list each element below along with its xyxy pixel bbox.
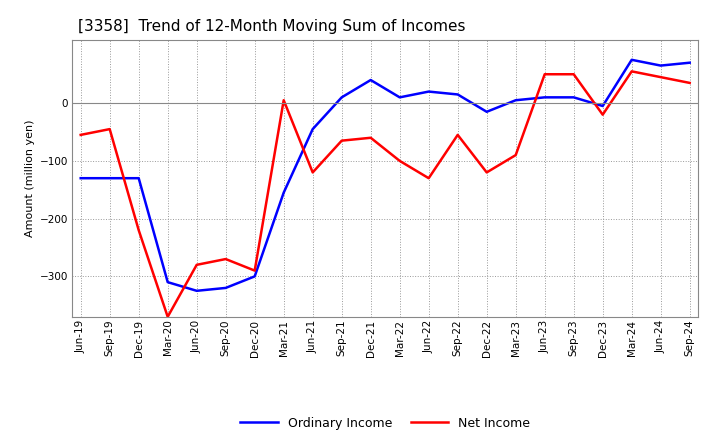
Net Income	[163, 314, 172, 319]
Net Income	[308, 170, 317, 175]
Ordinary Income	[657, 63, 665, 68]
Net Income	[598, 112, 607, 117]
Net Income	[511, 152, 520, 158]
Ordinary Income	[570, 95, 578, 100]
Ordinary Income	[366, 77, 375, 83]
Legend: Ordinary Income, Net Income: Ordinary Income, Net Income	[235, 412, 535, 435]
Ordinary Income	[482, 109, 491, 114]
Ordinary Income	[163, 279, 172, 285]
Net Income	[366, 135, 375, 140]
Ordinary Income	[395, 95, 404, 100]
Net Income	[338, 138, 346, 143]
Ordinary Income	[454, 92, 462, 97]
Ordinary Income	[511, 98, 520, 103]
Ordinary Income	[221, 285, 230, 290]
Net Income	[76, 132, 85, 138]
Ordinary Income	[105, 176, 114, 181]
Ordinary Income	[76, 176, 85, 181]
Net Income	[221, 257, 230, 262]
Ordinary Income	[251, 274, 259, 279]
Net Income	[105, 126, 114, 132]
Net Income	[192, 262, 201, 268]
Line: Net Income: Net Income	[81, 71, 690, 317]
Line: Ordinary Income: Ordinary Income	[81, 60, 690, 291]
Ordinary Income	[308, 126, 317, 132]
Net Income	[424, 176, 433, 181]
Net Income	[454, 132, 462, 138]
Ordinary Income	[338, 95, 346, 100]
Ordinary Income	[135, 176, 143, 181]
Ordinary Income	[192, 288, 201, 293]
Ordinary Income	[279, 190, 288, 195]
Net Income	[251, 268, 259, 273]
Ordinary Income	[598, 103, 607, 109]
Ordinary Income	[685, 60, 694, 65]
Net Income	[541, 72, 549, 77]
Net Income	[482, 170, 491, 175]
Net Income	[279, 98, 288, 103]
Net Income	[627, 69, 636, 74]
Ordinary Income	[424, 89, 433, 94]
Text: [3358]  Trend of 12-Month Moving Sum of Incomes: [3358] Trend of 12-Month Moving Sum of I…	[78, 19, 466, 34]
Net Income	[657, 74, 665, 80]
Y-axis label: Amount (million yen): Amount (million yen)	[25, 119, 35, 237]
Net Income	[135, 227, 143, 233]
Ordinary Income	[627, 57, 636, 62]
Net Income	[685, 80, 694, 85]
Net Income	[570, 72, 578, 77]
Net Income	[395, 158, 404, 164]
Ordinary Income	[541, 95, 549, 100]
